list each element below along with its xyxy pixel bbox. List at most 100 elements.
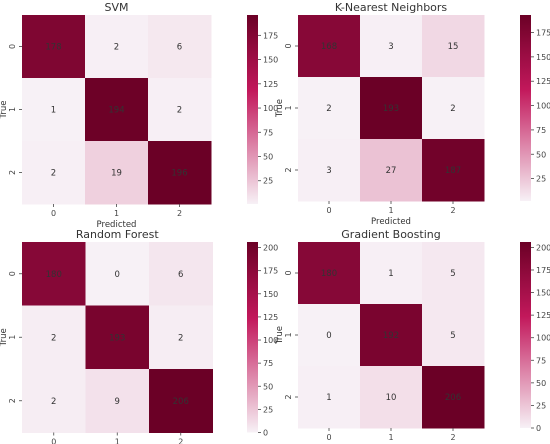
cell-value-label: 194 [108,106,124,116]
y-tick-label: 2 [8,170,17,175]
panel-title: Gradient Boosting [341,228,440,241]
heatmap-cell [22,305,86,370]
cell-value-label: 2 [326,104,331,114]
heatmap-cell [149,242,213,306]
colorbar-tick-label: 100 [263,104,278,113]
cell-value-label: 5 [450,331,455,341]
heatmap-cell [298,366,361,429]
x-tick-label: 2 [450,206,455,215]
colorbar-tick-label: 175 [263,31,278,40]
heatmap-cell [422,77,485,140]
colorbar-tick-label: 50 [536,150,546,159]
x-tick-label: 2 [450,433,455,442]
colorbar-tick-label: 75 [263,128,273,137]
heatmap-panel-2: Random Forest180062193229206012012Predic… [0,228,278,444]
heatmap-panel-1: K-Nearest Neighbors 168 3 15 2 193 2 3 27 187 0 1 2 0… [275,1,550,227]
cell-value-label: 180 [46,270,62,280]
colorbar-tick-label: 75 [536,126,546,135]
colorbar [247,15,258,204]
cell-value-label: 168 [321,42,337,52]
y-tick-label: 0 [284,270,293,275]
cell-value-label: 6 [177,43,182,53]
colorbar-tick-label: 25 [536,401,546,410]
y-tick-label: 1 [8,335,17,340]
colorbar-tick-label: 200 [536,243,550,252]
heatmap-cell [22,369,86,433]
colorbar-tick-label: 175 [536,266,550,275]
y-tick-label: 1 [8,107,17,112]
cell-value-label: 3 [326,166,331,176]
heatmap-cell [149,305,213,370]
heatmap-cell [22,141,86,205]
x-tick-label: 2 [177,209,182,218]
heatmap-cell [422,366,485,429]
colorbar-tick-label: 100 [263,336,278,345]
colorbar-tick-label: 50 [263,153,273,162]
y-axis-label: True [0,328,9,347]
heatmap-panel-0: SVM 178 2 6 1 194 2 2 19 196 0 1 2 0 1 2 Predicted True 25… [0,1,278,230]
cell-value-label: 187 [445,166,461,176]
x-axis-label: Predicted [371,217,411,227]
cell-value-label: 2 [114,43,119,53]
x-tick-label: 0 [51,209,56,218]
cell-value-label: 6 [178,270,183,280]
x-tick-label: 1 [388,206,393,215]
heatmap-cell [298,15,361,78]
colorbar-tick-label: 175 [536,29,550,38]
cell-value-label: 196 [171,169,187,179]
heatmap-cell [85,369,150,433]
heatmap-cell [422,15,485,78]
cell-value-label: 193 [383,104,399,114]
panel-title: SVM [105,1,129,14]
cell-value-label: 0 [115,270,120,280]
heatmap-cell [298,242,361,305]
heatmap-cell [85,141,149,205]
colorbar-tick-label: 25 [263,177,273,186]
y-axis-label: True [275,99,285,118]
heatmap-cell [85,15,149,79]
heatmap-cell [298,139,361,202]
cell-value-label: 206 [445,393,461,403]
colorbar-tick-label: 200 [263,244,278,253]
cell-value-label: 10 [386,393,397,403]
colorbar-tick-label: 125 [536,77,550,86]
colorbar-tick-label: 150 [536,289,550,298]
x-axis-label: Predicted [97,220,137,230]
y-tick-label: 1 [284,105,293,110]
cell-value-label: 19 [111,169,122,179]
heatmap-cell [148,141,212,205]
heatmap-cell [85,242,150,306]
colorbar-tick-label: 150 [263,56,278,65]
heatmap-cell [360,242,423,305]
cell-value-label: 3 [388,42,393,52]
cell-value-label: 192 [383,331,399,341]
colorbar-tick-label: 100 [536,102,550,111]
y-tick-label: 2 [284,394,293,399]
colorbar-tick-label: 0 [536,424,541,433]
colorbar [520,242,531,428]
colorbar-tick-label: 25 [536,175,546,184]
cell-value-label: 2 [51,397,56,407]
panel-title: Random Forest [76,228,159,241]
colorbar [520,15,531,201]
cell-value-label: 0 [326,331,331,341]
colorbar-tick-label: 125 [263,313,278,322]
heatmap-cell [148,78,212,142]
colorbar-tick-label: 0 [263,429,268,438]
heatmap-cell [422,304,485,367]
colorbar-tick-label: 50 [263,382,273,391]
y-tick-label: 0 [284,43,293,48]
heatmap-cell [422,139,485,202]
heatmap-cell [360,139,423,202]
cell-value-label: 2 [450,104,455,114]
heatmap-cell [298,304,361,367]
cell-value-label: 9 [115,397,120,407]
colorbar-tick-label: 50 [536,379,546,388]
cell-value-label: 2 [51,169,56,179]
heatmap-cell [148,15,212,79]
colorbar-tick-label: 125 [263,80,278,89]
colorbar-tick-label: 150 [263,290,278,299]
colorbar-tick-label: 125 [536,311,550,320]
x-tick-label: 0 [326,206,331,215]
